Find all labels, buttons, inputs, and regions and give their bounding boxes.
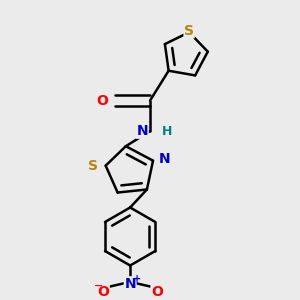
Text: N: N (136, 124, 148, 138)
Text: −: − (94, 281, 104, 291)
Text: H: H (162, 125, 172, 138)
Text: O: O (151, 285, 163, 299)
Text: O: O (97, 94, 109, 108)
Text: O: O (97, 285, 109, 299)
Text: N: N (124, 277, 136, 291)
Text: N: N (159, 152, 170, 166)
Text: S: S (88, 159, 98, 173)
Text: S: S (184, 24, 194, 38)
Text: +: + (133, 274, 141, 284)
